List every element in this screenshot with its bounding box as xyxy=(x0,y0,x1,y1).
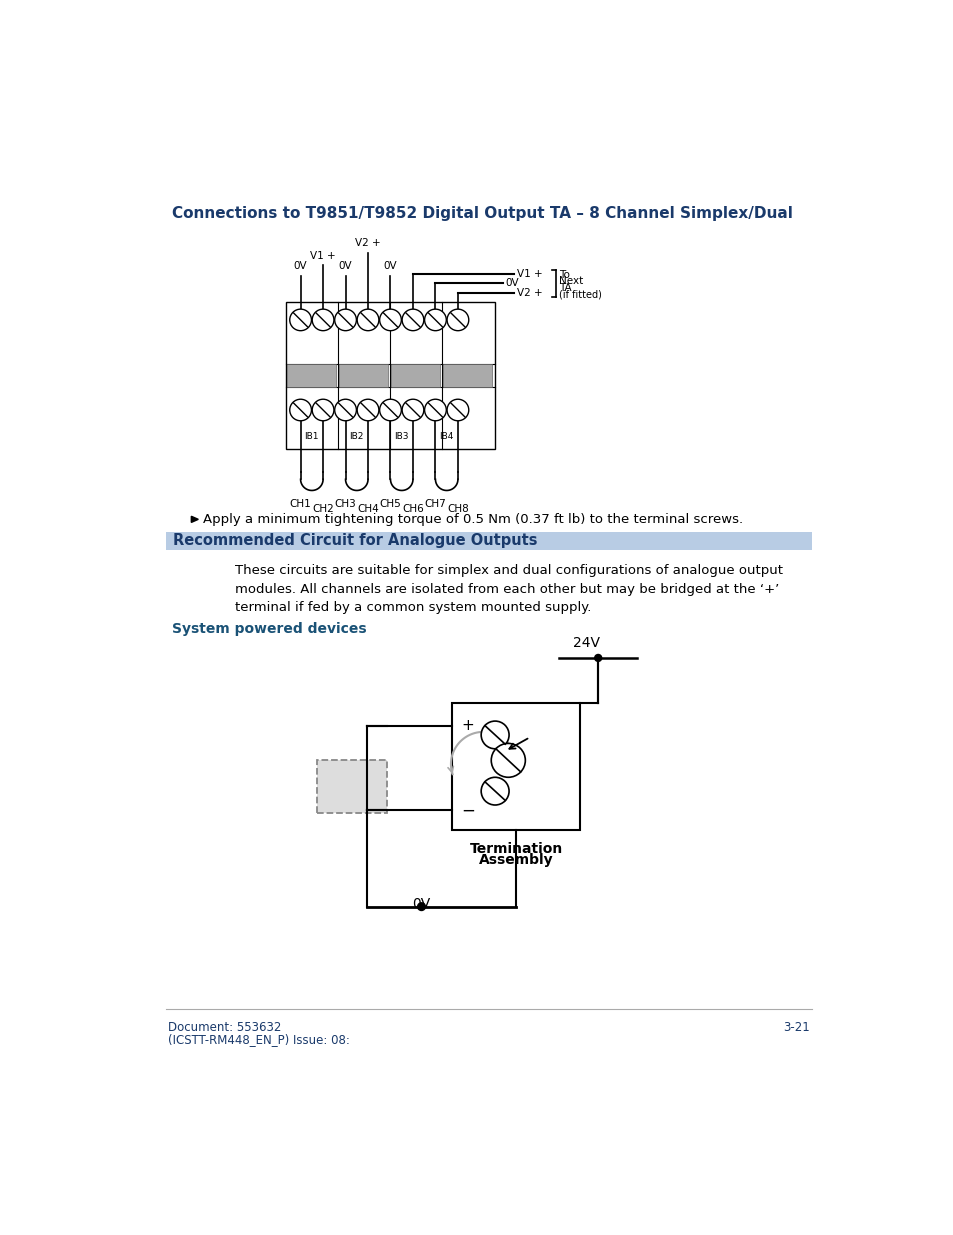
Circle shape xyxy=(480,721,509,748)
Circle shape xyxy=(447,399,468,421)
Text: CH1: CH1 xyxy=(290,499,311,509)
Circle shape xyxy=(379,309,401,331)
Circle shape xyxy=(335,399,356,421)
Text: (if fitted): (if fitted) xyxy=(558,290,601,300)
Text: −: − xyxy=(460,802,475,819)
Bar xyxy=(286,303,495,448)
Circle shape xyxy=(356,399,378,421)
Text: Assembly: Assembly xyxy=(478,852,553,867)
Circle shape xyxy=(491,743,525,777)
Text: IB4: IB4 xyxy=(439,431,454,441)
Text: 0V: 0V xyxy=(412,898,430,911)
Text: Connections to T9851/T9852 Digital Output TA – 8 Channel Simplex/Dual: Connections to T9851/T9852 Digital Outpu… xyxy=(172,206,792,221)
Circle shape xyxy=(335,309,356,331)
Text: IB3: IB3 xyxy=(395,431,409,441)
Text: IB1: IB1 xyxy=(304,431,318,441)
Text: These circuits are suitable for simplex and dual configurations of analogue outp: These circuits are suitable for simplex … xyxy=(235,564,782,614)
Text: CH4: CH4 xyxy=(356,504,378,514)
Text: 0V: 0V xyxy=(505,278,518,288)
Text: Document: 553632: Document: 553632 xyxy=(168,1020,281,1034)
Text: CH8: CH8 xyxy=(447,504,468,514)
Circle shape xyxy=(290,399,311,421)
Text: V1 +: V1 + xyxy=(517,269,542,279)
Circle shape xyxy=(447,309,468,331)
Bar xyxy=(452,703,579,830)
Polygon shape xyxy=(192,516,198,522)
Circle shape xyxy=(312,399,334,421)
Circle shape xyxy=(424,309,446,331)
Circle shape xyxy=(356,309,378,331)
Circle shape xyxy=(312,309,334,331)
Circle shape xyxy=(480,777,509,805)
Text: V1 +: V1 + xyxy=(310,251,335,261)
Bar xyxy=(391,364,439,387)
Text: IB2: IB2 xyxy=(349,431,364,441)
Text: Termination: Termination xyxy=(469,842,562,856)
Bar xyxy=(443,364,492,387)
Text: 0V: 0V xyxy=(383,262,396,272)
Text: 24V: 24V xyxy=(573,636,599,651)
Text: +: + xyxy=(461,719,474,734)
Text: TA: TA xyxy=(558,283,572,293)
Bar xyxy=(166,531,811,550)
Text: CH6: CH6 xyxy=(401,504,423,514)
Circle shape xyxy=(402,309,423,331)
Text: CH3: CH3 xyxy=(335,499,356,509)
Circle shape xyxy=(402,399,423,421)
Text: CH5: CH5 xyxy=(379,499,401,509)
Text: 0V: 0V xyxy=(338,262,352,272)
Text: V2 +: V2 + xyxy=(355,238,380,248)
Text: 0V: 0V xyxy=(294,262,307,272)
Bar xyxy=(316,761,386,813)
Text: 3-21: 3-21 xyxy=(782,1020,809,1034)
Circle shape xyxy=(379,399,401,421)
Circle shape xyxy=(417,903,425,910)
Circle shape xyxy=(424,399,446,421)
Text: To: To xyxy=(558,270,570,280)
Text: Next: Next xyxy=(558,275,583,287)
Circle shape xyxy=(290,309,311,331)
Text: CH2: CH2 xyxy=(312,504,334,514)
Text: System powered devices: System powered devices xyxy=(172,621,366,636)
Text: CH7: CH7 xyxy=(424,499,446,509)
Text: (ICSTT-RM448_EN_P) Issue: 08:: (ICSTT-RM448_EN_P) Issue: 08: xyxy=(168,1032,350,1046)
Bar xyxy=(339,364,388,387)
Text: V2 +: V2 + xyxy=(517,288,542,298)
Text: Apply a minimum tightening torque of 0.5 Nm (0.37 ft lb) to the terminal screws.: Apply a minimum tightening torque of 0.5… xyxy=(203,513,742,526)
Circle shape xyxy=(594,655,601,662)
Text: Recommended Circuit for Analogue Outputs: Recommended Circuit for Analogue Outputs xyxy=(173,534,537,548)
Bar xyxy=(287,364,335,387)
